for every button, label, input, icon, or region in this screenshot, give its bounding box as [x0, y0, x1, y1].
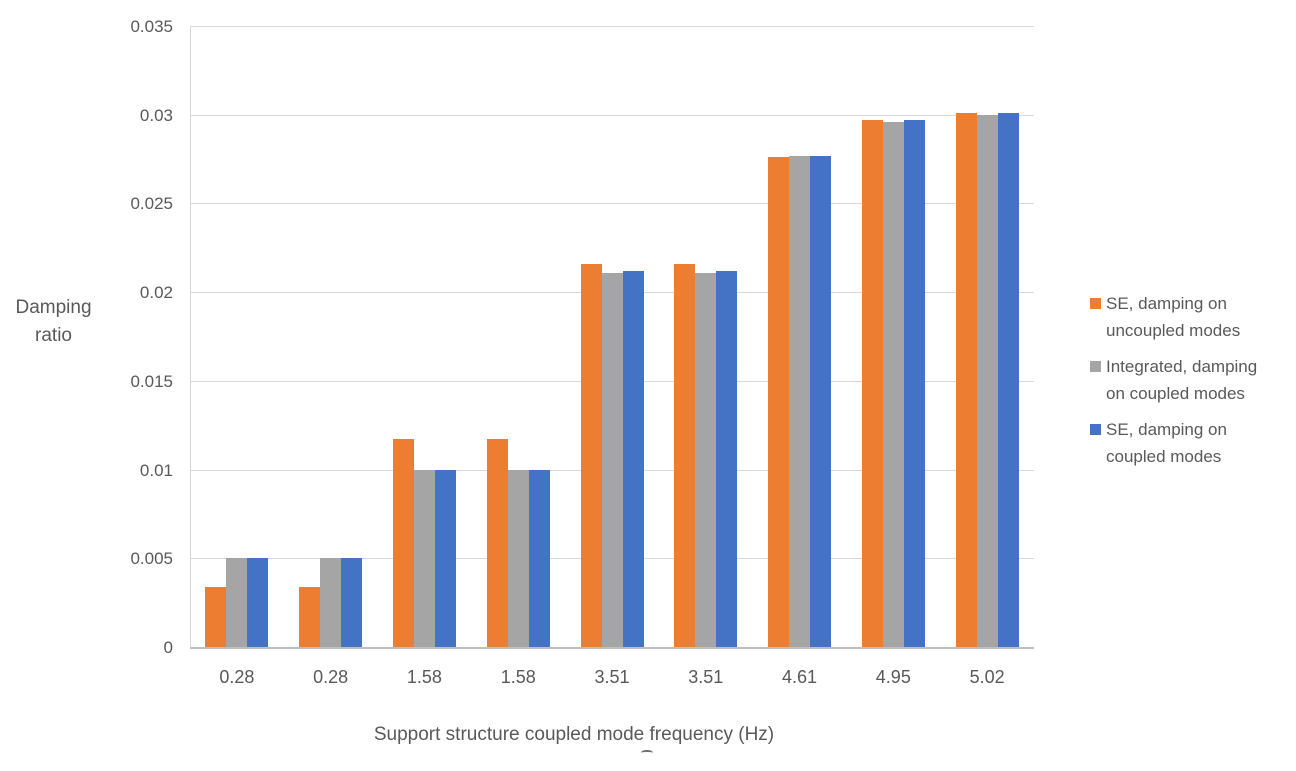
plot-area: 0 0.005 0.01 0.015 0.02 0.025 0.03 0.035 0.28 0.2…	[130, 17, 1034, 687]
x-tick-label: 5.02	[969, 667, 1005, 687]
y-tick-label: 0.01	[139, 460, 173, 480]
x-tick-label: 1.58	[500, 667, 536, 687]
bar-series3-cat2	[341, 558, 363, 647]
bar-series1-cat3	[392, 439, 414, 647]
gridline	[190, 26, 1034, 27]
x-axis-line	[190, 647, 1034, 649]
y-tick-label: 0.005	[130, 549, 173, 569]
bar-series1-cat6	[674, 263, 696, 647]
y-axis-line	[190, 27, 191, 648]
y-tick-label: 0.035	[130, 17, 173, 36]
legend-label: SE, damping on uncoupled modes	[1106, 294, 1241, 340]
gridline	[190, 203, 1034, 205]
bar-series1-cat2	[299, 586, 321, 647]
bar-series3-cat4	[528, 469, 550, 647]
bar-series2-cat8	[882, 121, 904, 647]
legend-label: SE, damping on coupled modes	[1106, 420, 1227, 466]
legend-marker-icon	[1090, 361, 1101, 372]
gridline	[190, 114, 1034, 116]
bar-series1-cat4	[486, 439, 508, 647]
legend-label: Integrated, damping on coupled modes	[1106, 357, 1258, 403]
bar-series1-cat8	[861, 120, 883, 647]
bar-series2-cat7	[789, 155, 811, 647]
bar-series2-cat2	[320, 558, 342, 647]
bar-series1-cat9	[955, 112, 977, 647]
x-tick-label: 3.51	[688, 667, 724, 687]
legend-item-3: SE, damping on coupled modes	[1090, 416, 1257, 470]
y-tick-label: 0.02	[139, 283, 173, 303]
bar-series1-cat7	[768, 157, 790, 647]
y-axis-title: Damping ratio	[6, 294, 101, 350]
y-axis-title-line2: ratio	[35, 325, 72, 346]
legend-marker-icon	[1090, 424, 1101, 435]
legend-marker-icon	[1090, 298, 1101, 309]
bar-series2-cat5	[601, 272, 623, 647]
bar-series3-cat6	[716, 270, 738, 647]
legend: SE, damping on uncoupled modes Integrated,…	[1090, 290, 1257, 479]
bar-series3-cat8	[903, 120, 925, 647]
bar-series1-cat5	[580, 263, 602, 647]
x-tick-label: 3.51	[594, 667, 630, 687]
x-axis-title: Support structure coupled mode frequency…	[373, 724, 775, 745]
bar-series3-cat9	[997, 112, 1019, 647]
x-tick-label: 0.28	[313, 667, 349, 687]
bar-series3-cat1	[247, 558, 269, 647]
y-tick-label: 0	[163, 638, 173, 657]
bar-series2-cat4	[507, 469, 529, 647]
bar-series3-cat3	[434, 469, 456, 647]
legend-item-2: Integrated, damping on coupled modes	[1090, 353, 1257, 407]
y-tick-label: 0.025	[130, 194, 173, 214]
x-tick-label: 4.95	[875, 667, 911, 687]
y-axis-title-line1: Damping	[15, 297, 92, 318]
bar-series2-cat3	[413, 469, 435, 647]
bar-series3-cat7	[810, 155, 832, 647]
bar-series2-cat6	[695, 272, 717, 647]
x-tick-label: 1.58	[406, 667, 442, 687]
cropped-caption-fragment	[641, 750, 653, 756]
bar-series3-cat5	[622, 270, 644, 647]
bar-series2-cat1	[226, 558, 248, 647]
legend-item-1: SE, damping on uncoupled modes	[1090, 290, 1257, 344]
y-tick-label: 0.015	[130, 371, 173, 391]
bar-series2-cat9	[976, 114, 998, 647]
x-tick-label: 0.28	[219, 667, 255, 687]
y-tick-label: 0.03	[139, 105, 173, 125]
x-tick-label: 4.61	[782, 667, 818, 687]
bar-series1-cat1	[205, 586, 227, 647]
